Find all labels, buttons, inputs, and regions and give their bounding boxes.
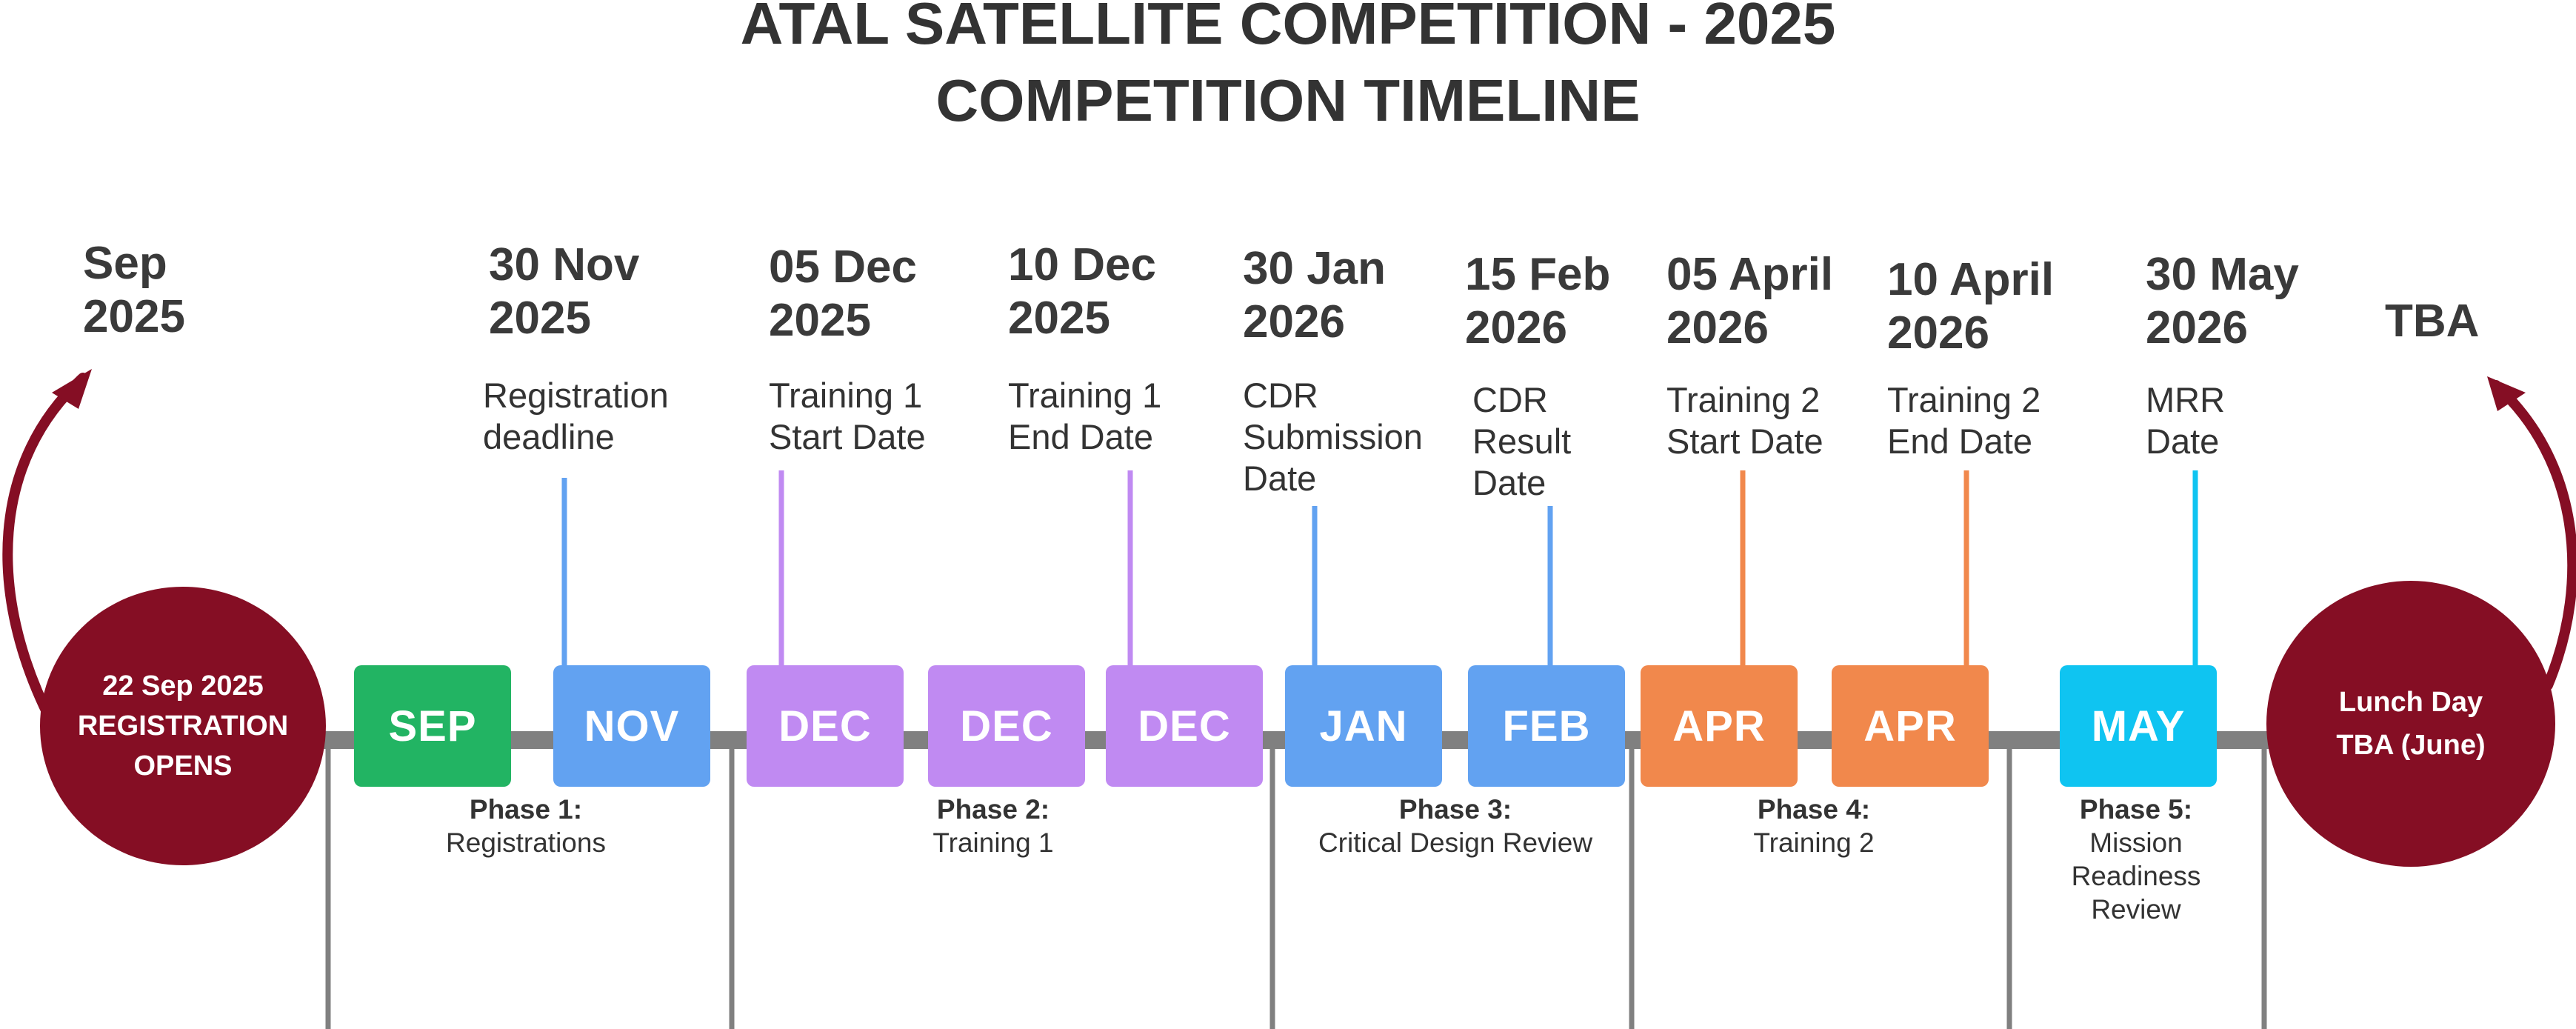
event-label: Training 1 End Date bbox=[1008, 376, 1162, 456]
month-box-dec: DEC bbox=[928, 665, 1085, 787]
event-date: 30 May 2026 bbox=[2146, 249, 2299, 353]
month-box-dec: DEC bbox=[1106, 665, 1263, 787]
phase-title: Phase 2: bbox=[936, 794, 1050, 825]
event-label: CDR Result Date bbox=[1472, 380, 1572, 502]
phase-title: Phase 1: bbox=[469, 794, 583, 825]
event-date: 05 Dec 2025 bbox=[769, 242, 917, 346]
registration-open-circle: 22 Sep 2025 REGISTRATION OPENS bbox=[40, 587, 326, 865]
event-date: 30 Jan 2026 bbox=[1243, 243, 1387, 347]
event-label: Registration deadline bbox=[483, 376, 669, 456]
phase-desc: Registrations bbox=[446, 827, 606, 858]
phase-4-label: Phase 4: Training 2 bbox=[1753, 793, 1874, 859]
end-arrow bbox=[2491, 380, 2576, 690]
phase-title: Phase 5: bbox=[2079, 794, 2193, 825]
month-box-dec: DEC bbox=[747, 665, 904, 787]
event-label: Training 2 End Date bbox=[1887, 380, 2041, 461]
phase-1-label: Phase 1: Registrations bbox=[446, 793, 606, 859]
month-box-sep: SEP bbox=[354, 665, 511, 787]
phase-3-label: Phase 3: Critical Design Review bbox=[1318, 793, 1592, 859]
month-box-feb: FEB bbox=[1468, 665, 1625, 787]
event-label: MRR Date bbox=[2146, 380, 2226, 461]
event-date: 15 Feb 2026 bbox=[1465, 249, 1611, 353]
month-box-may: MAY bbox=[2060, 665, 2217, 787]
event-label: Training 1 Start Date bbox=[769, 376, 926, 456]
page-subtitle: COMPETITION TIMELINE bbox=[935, 67, 1641, 133]
phase-title: Phase 4: bbox=[1757, 794, 1871, 825]
phase-title: Phase 3: bbox=[1398, 794, 1512, 825]
month-box-apr: APR bbox=[1641, 665, 1798, 787]
month-box-nov: NOV bbox=[553, 665, 710, 787]
event-label: Training 2 Start Date bbox=[1666, 380, 1823, 461]
start-arrow bbox=[2, 373, 88, 727]
event-date: 10 April 2026 bbox=[1887, 254, 2055, 359]
phase-2-label: Phase 2: Training 1 bbox=[932, 793, 1053, 859]
end-date: TBA bbox=[2385, 296, 2480, 347]
start-arrowhead bbox=[52, 369, 92, 409]
event-date: 10 Dec 2025 bbox=[1008, 239, 1156, 344]
event-label: CDR Submission Date bbox=[1243, 376, 1423, 498]
event-date: 30 Nov 2025 bbox=[489, 239, 640, 344]
phase-desc: Training 1 bbox=[932, 827, 1054, 858]
start-date: Sep 2025 bbox=[83, 238, 185, 342]
end-arrowhead bbox=[2487, 376, 2526, 411]
launch-day-circle: Lunch Day TBA (June) bbox=[2266, 581, 2555, 867]
month-box-apr: APR bbox=[1832, 665, 1989, 787]
month-box-jan: JAN bbox=[1285, 665, 1442, 787]
event-date: 05 April 2026 bbox=[1666, 249, 1834, 353]
page-title: ATAL SATELLITE COMPETITION - 2025 bbox=[740, 0, 1836, 56]
phase-desc: Mission Readiness Review bbox=[2071, 827, 2201, 925]
phase-desc: Training 2 bbox=[1753, 827, 1875, 858]
phase-desc: Critical Design Review bbox=[1318, 827, 1593, 858]
phase-5-label: Phase 5: Mission Readiness Review bbox=[2072, 793, 2201, 926]
